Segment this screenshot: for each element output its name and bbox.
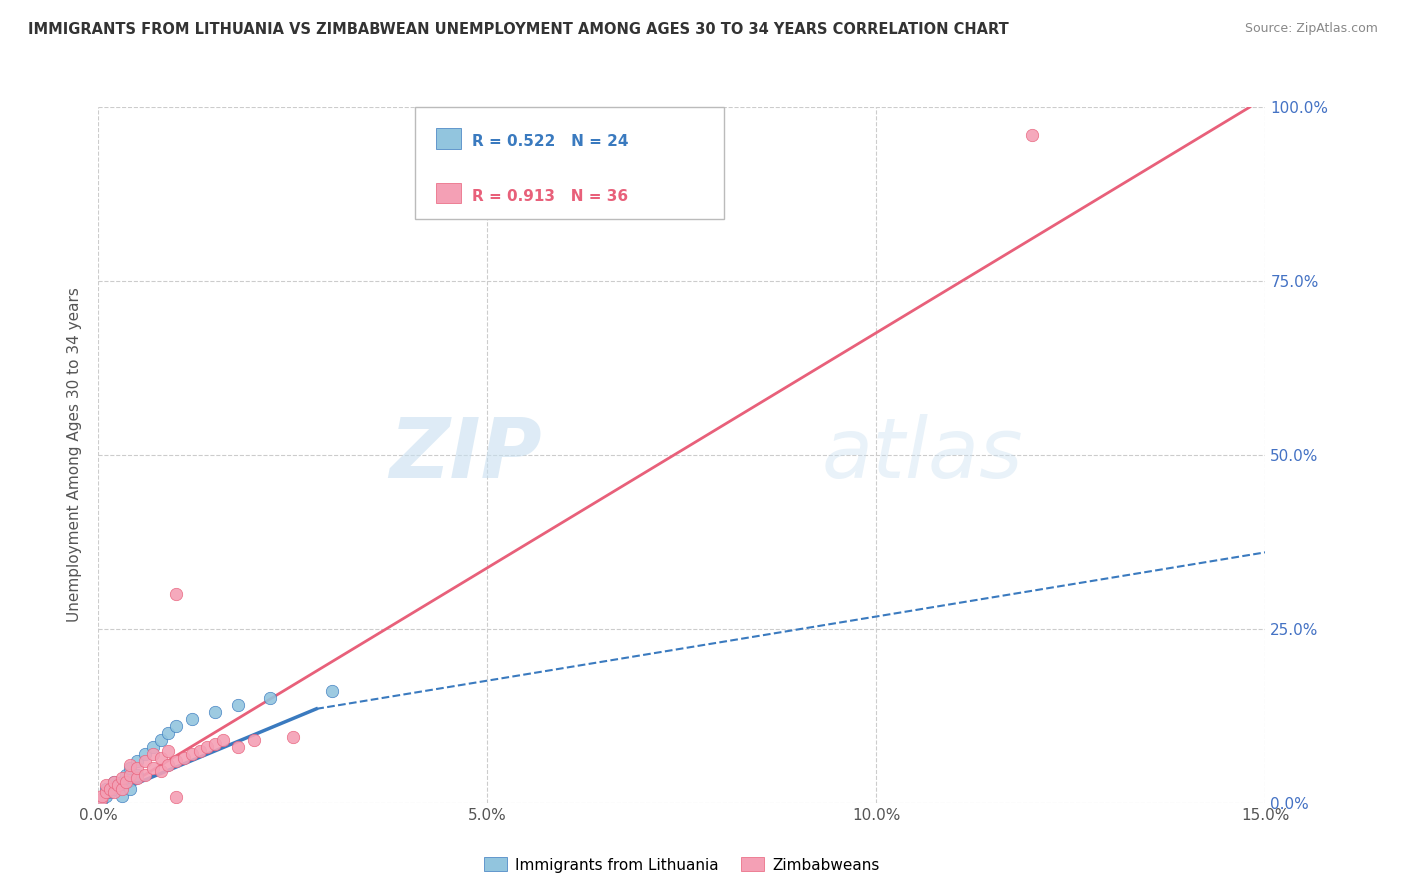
Point <box>91 789 114 803</box>
Point <box>157 744 180 758</box>
Point <box>114 768 136 782</box>
Point <box>127 772 149 786</box>
Point <box>91 792 114 806</box>
Point <box>165 719 187 733</box>
Point <box>1021 128 1043 142</box>
Point <box>111 789 134 803</box>
Point <box>180 712 202 726</box>
Point <box>96 785 118 799</box>
Point <box>134 747 156 761</box>
Point <box>96 781 118 796</box>
Point <box>114 775 136 789</box>
Point <box>96 789 118 803</box>
Point <box>228 740 250 755</box>
Point <box>188 744 211 758</box>
Point <box>118 757 141 772</box>
Text: atlas: atlas <box>823 415 1024 495</box>
Point <box>321 684 343 698</box>
Point <box>212 733 235 747</box>
Point <box>134 754 156 768</box>
Point <box>180 747 202 761</box>
Point <box>142 740 165 755</box>
Text: Source: ZipAtlas.com: Source: ZipAtlas.com <box>1244 22 1378 36</box>
Point <box>259 691 281 706</box>
Text: IMMIGRANTS FROM LITHUANIA VS ZIMBABWEAN UNEMPLOYMENT AMONG AGES 30 TO 34 YEARS C: IMMIGRANTS FROM LITHUANIA VS ZIMBABWEAN … <box>28 22 1010 37</box>
Point <box>98 781 121 796</box>
Point <box>111 772 134 786</box>
Point <box>103 785 125 799</box>
Point <box>118 761 141 775</box>
Point <box>103 775 125 789</box>
Text: ZIP: ZIP <box>389 415 541 495</box>
Point <box>165 754 187 768</box>
Text: R = 0.913   N = 36: R = 0.913 N = 36 <box>472 189 628 203</box>
Y-axis label: Unemployment Among Ages 30 to 34 years: Unemployment Among Ages 30 to 34 years <box>67 287 83 623</box>
Point <box>103 775 125 789</box>
Point <box>149 764 172 779</box>
Point <box>90 792 112 806</box>
Point <box>127 754 149 768</box>
Point <box>127 761 149 775</box>
Point <box>111 781 134 796</box>
Point <box>243 733 266 747</box>
Point <box>96 778 118 792</box>
Point <box>228 698 250 713</box>
Point <box>98 785 121 799</box>
Point <box>107 778 129 792</box>
Point <box>165 790 187 805</box>
Point <box>103 781 125 796</box>
Point <box>111 775 134 789</box>
Point <box>118 781 141 796</box>
Point <box>204 737 226 751</box>
Point <box>173 750 195 764</box>
Point <box>204 706 226 720</box>
Point <box>118 768 141 782</box>
Point <box>142 747 165 761</box>
Point <box>134 768 156 782</box>
Point <box>195 740 218 755</box>
Point <box>157 757 180 772</box>
Point <box>165 587 187 601</box>
Point <box>127 768 149 782</box>
Point <box>142 761 165 775</box>
Point <box>149 733 172 747</box>
Point <box>281 730 304 744</box>
Text: R = 0.522   N = 24: R = 0.522 N = 24 <box>472 135 628 149</box>
Point <box>149 750 172 764</box>
Legend: Immigrants from Lithuania, Zimbabweans: Immigrants from Lithuania, Zimbabweans <box>478 851 886 879</box>
Point <box>157 726 180 740</box>
Point <box>107 778 129 792</box>
